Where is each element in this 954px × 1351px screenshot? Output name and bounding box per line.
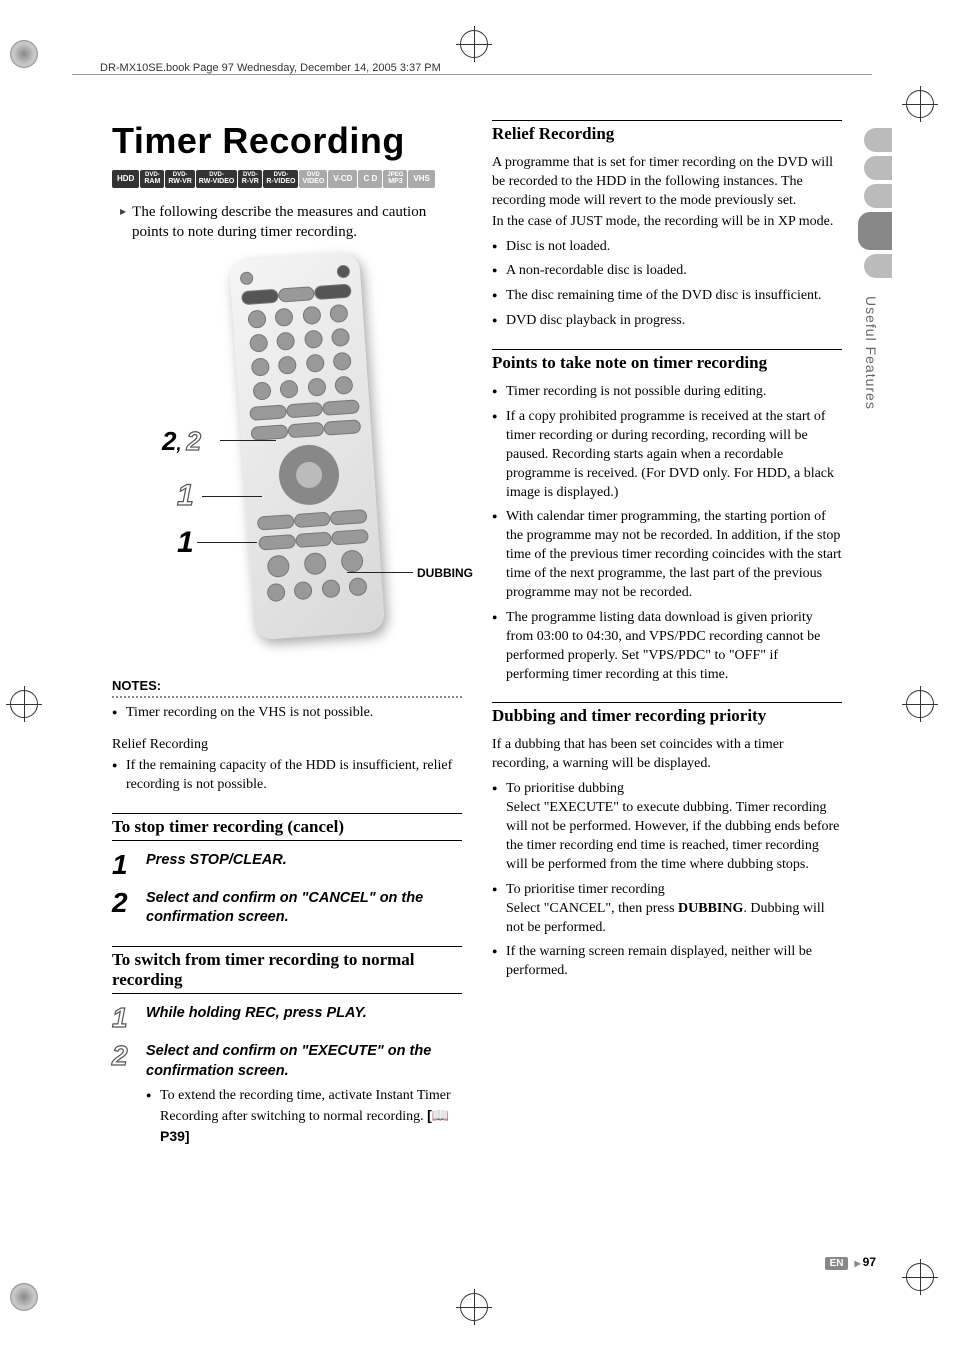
- media-chip: DVD-R-VR: [238, 170, 262, 188]
- list-item: DVD disc playback in progress.: [492, 312, 842, 331]
- step-text: Select and confirm on "CANCEL" on the co…: [146, 889, 462, 928]
- list-item: The programme listing data download is g…: [492, 609, 842, 685]
- step-number: 2: [112, 1042, 138, 1070]
- step: 1 Press STOP/CLEAR.: [112, 851, 462, 879]
- media-chips: HDDDVD-RAMDVD-RW-VRDVD-RW-VIDEODVD-R-VRD…: [112, 170, 462, 188]
- crop-mark: [906, 90, 934, 118]
- list-item: Timer recording is not possible during e…: [492, 383, 842, 402]
- crop-mark: [10, 690, 38, 718]
- document-header: DR-MX10SE.book Page 97 Wednesday, Decemb…: [100, 62, 441, 74]
- stop-section-header: To stop timer recording (cancel): [112, 813, 462, 841]
- step-text: While holding REC, press PLAY.: [146, 1004, 462, 1024]
- dubbing-header: Dubbing and timer recording priority: [492, 702, 842, 726]
- crop-mark: [460, 1293, 488, 1321]
- step-number: 2: [112, 889, 138, 917]
- media-chip: DVD-RW-VIDEO: [196, 170, 238, 188]
- relief-notes-list: If the remaining capacity of the HDD is …: [112, 757, 462, 795]
- crop-mark: [460, 30, 488, 58]
- dubbing-bullets: To prioritise dubbingSelect "EXECUTE" to…: [492, 780, 842, 981]
- step: 1 While holding REC, press PLAY.: [112, 1004, 462, 1032]
- media-chip: DVD-RAM: [140, 170, 164, 188]
- crop-mark: [10, 40, 38, 68]
- media-chip: V-CD: [328, 170, 357, 188]
- media-chip: JPEGMP3: [383, 170, 407, 188]
- side-tab: Useful Features: [857, 128, 892, 410]
- notes-list: Timer recording on the VHS is not possib…: [112, 704, 462, 723]
- list-item: Disc is not loaded.: [492, 238, 842, 257]
- list-item: Timer recording on the VHS is not possib…: [112, 704, 462, 723]
- media-chip: C D: [358, 170, 382, 188]
- relief-p2: In the case of JUST mode, the recording …: [492, 213, 842, 232]
- list-item: To prioritise timer recordingSelect "CAN…: [492, 881, 842, 938]
- media-chip: VHS: [408, 170, 434, 188]
- media-chip: DVD-RW-VR: [165, 170, 194, 188]
- list-item: The disc remaining time of the DVD disc …: [492, 287, 842, 306]
- crop-mark: [10, 1283, 38, 1311]
- step: 2 Select and confirm on "CANCEL" on the c…: [112, 889, 462, 928]
- list-item: If the remaining capacity of the HDD is …: [112, 757, 462, 795]
- side-label: Useful Features: [863, 296, 879, 410]
- dubbing-label: DUBBING: [417, 566, 473, 580]
- crop-mark: [906, 1263, 934, 1291]
- list-item: A non-recordable disc is loaded.: [492, 262, 842, 281]
- remote-diagram: 2, 2 1 1 DUBBING: [172, 256, 432, 656]
- callout-2: 2, 2: [162, 426, 201, 457]
- crop-mark: [906, 690, 934, 718]
- list-item: To prioritise dubbingSelect "EXECUTE" to…: [492, 780, 842, 874]
- list-item: If the warning screen remain displayed, …: [492, 943, 842, 981]
- header-rule: [72, 74, 872, 75]
- step-text: Select and confirm on "EXECUTE" on the c…: [146, 1042, 462, 1152]
- page-number: EN▶97: [825, 1255, 876, 1269]
- list-item: If a copy prohibited programme is receiv…: [492, 408, 842, 502]
- step-number: 1: [112, 851, 138, 879]
- step-number: 1: [112, 1004, 138, 1032]
- relief-header: Relief Recording: [492, 120, 842, 144]
- callout-1-outline: 1: [177, 481, 203, 511]
- media-chip: DVD-R-VIDEO: [263, 170, 298, 188]
- points-header: Points to take note on timer recording: [492, 349, 842, 373]
- media-chip: DVDVIDEO: [299, 170, 327, 188]
- intro-text: The following describe the measures and …: [132, 202, 462, 243]
- media-chip: HDD: [112, 170, 139, 188]
- dubbing-p: If a dubbing that has been set coincides…: [492, 736, 842, 774]
- relief-p1: A programme that is set for timer record…: [492, 154, 842, 211]
- notes-header: NOTES:: [112, 678, 462, 693]
- list-item: With calendar timer programming, the sta…: [492, 508, 842, 602]
- callout-1: 1: [177, 526, 194, 560]
- relief-sub-header: Relief Recording: [112, 737, 462, 753]
- relief-bullets: Disc is not loaded. A non-recordable disc…: [492, 238, 842, 332]
- switch-section-header: To switch from timer recording to normal…: [112, 946, 462, 994]
- step: 2 Select and confirm on "EXECUTE" on the …: [112, 1042, 462, 1152]
- page-title: Timer Recording: [112, 120, 462, 162]
- step-text: Press STOP/CLEAR.: [146, 851, 462, 871]
- points-bullets: Timer recording is not possible during e…: [492, 383, 842, 684]
